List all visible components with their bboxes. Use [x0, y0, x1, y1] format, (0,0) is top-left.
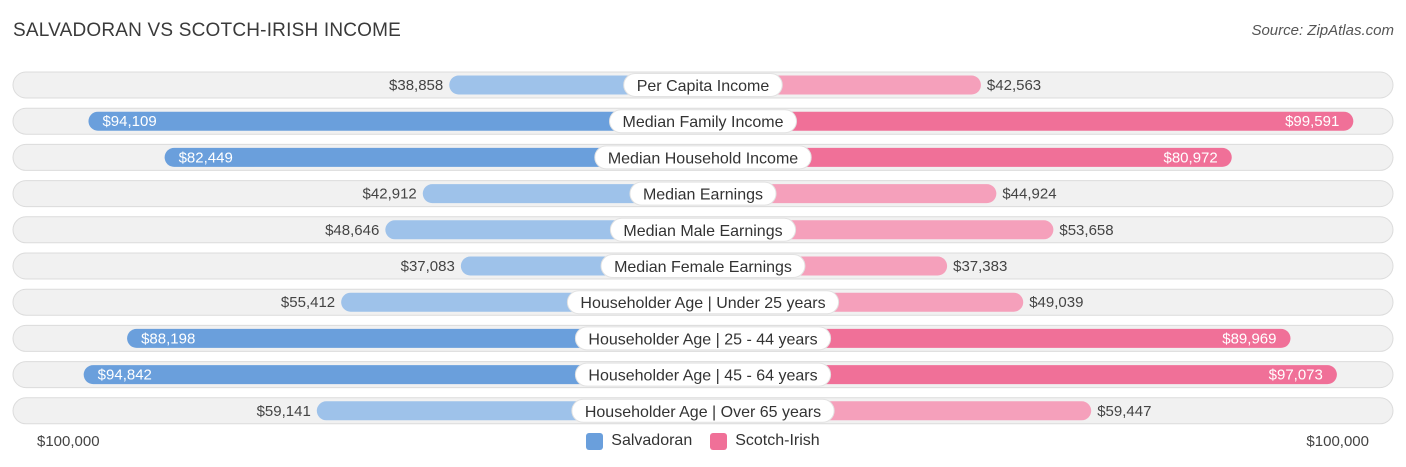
value-label-scotch-irish: $49,039	[1029, 294, 1083, 311]
category-pill	[609, 109, 797, 134]
category-label: Median Earnings	[643, 187, 763, 204]
value-label-salvadoran: $88,198	[141, 330, 195, 347]
category-label: Median Female Earnings	[614, 259, 792, 276]
value-label-salvadoran: $82,449	[179, 149, 233, 166]
bar-salvadoran	[127, 328, 703, 348]
value-label-scotch-irish: $89,969	[1222, 330, 1276, 347]
legend-swatch-salvadoran	[586, 432, 604, 450]
axis-right-label: $100,000	[1306, 433, 1369, 450]
value-label-scotch-irish: $97,073	[1269, 367, 1323, 384]
category-pill	[571, 398, 835, 423]
category-pill	[629, 181, 777, 206]
value-label-scotch-irish: $42,563	[987, 77, 1041, 94]
category-pill	[574, 326, 832, 351]
value-label-salvadoran: $38,858	[389, 77, 443, 94]
bar-salvadoran	[164, 147, 703, 167]
value-label-scotch-irish: $37,383	[953, 258, 1007, 275]
value-label-scotch-irish: $99,591	[1285, 113, 1339, 130]
category-label: Median Male Earnings	[623, 223, 782, 240]
value-label-scotch-irish: $59,447	[1097, 403, 1151, 420]
value-label-salvadoran: $94,109	[102, 113, 156, 130]
category-label: Per Capita Income	[637, 78, 770, 95]
legend: Salvadoran Scotch-Irish	[0, 432, 1406, 450]
legend-swatch-scotch-irish	[710, 432, 728, 450]
value-label-scotch-irish: $80,972	[1164, 149, 1218, 166]
category-label: Median Household Income	[608, 150, 798, 167]
value-label-scotch-irish: $53,658	[1059, 222, 1113, 239]
value-label-salvadoran: $94,842	[98, 367, 152, 384]
value-label-salvadoran: $37,083	[401, 258, 455, 275]
bar-scotch-irish	[703, 184, 997, 204]
bar-scotch-irish	[703, 365, 1337, 385]
category-label: Median Family Income	[623, 114, 784, 131]
bar-scotch-irish	[703, 328, 1291, 348]
legend-item-scotch-irish: Scotch-Irish	[710, 432, 820, 450]
legend-label-salvadoran: Salvadoran	[611, 432, 693, 449]
chart-title: SALVADORAN VS SCOTCH-IRISH INCOME	[13, 20, 402, 41]
axis-left-label: $100,000	[37, 433, 100, 450]
category-pill	[623, 73, 783, 97]
value-label-salvadoran: $48,646	[325, 222, 379, 239]
bar-salvadoran	[83, 365, 703, 385]
value-label-salvadoran: $42,912	[363, 186, 417, 203]
legend-item-salvadoran: Salvadoran	[586, 432, 692, 450]
diverging-bar-chart: $38,858 $42,563 Per Capita Income $94,109 $9…	[12, 71, 1394, 425]
bar-scotch-irish	[703, 111, 1354, 131]
source-credit: Source: ZipAtlas.com	[1251, 22, 1394, 39]
category-label: Householder Age | 25 - 44 years	[588, 331, 817, 348]
category-pill	[594, 145, 812, 170]
legend-label-scotch-irish: Scotch-Irish	[735, 432, 820, 449]
category-label: Householder Age | 45 - 64 years	[588, 368, 817, 385]
value-label-salvadoran: $59,141	[257, 403, 311, 420]
category-pill	[566, 290, 840, 315]
bar-scotch-irish	[703, 147, 1232, 167]
category-label: Householder Age | Over 65 years	[585, 404, 821, 421]
category-label: Householder Age | Under 25 years	[580, 295, 825, 312]
category-pill	[574, 362, 832, 387]
bar-salvadoran	[88, 111, 703, 131]
category-pill	[609, 217, 797, 242]
value-label-scotch-irish: $44,924	[1002, 186, 1056, 203]
category-pill	[600, 254, 806, 278]
value-label-salvadoran: $55,412	[281, 294, 335, 311]
